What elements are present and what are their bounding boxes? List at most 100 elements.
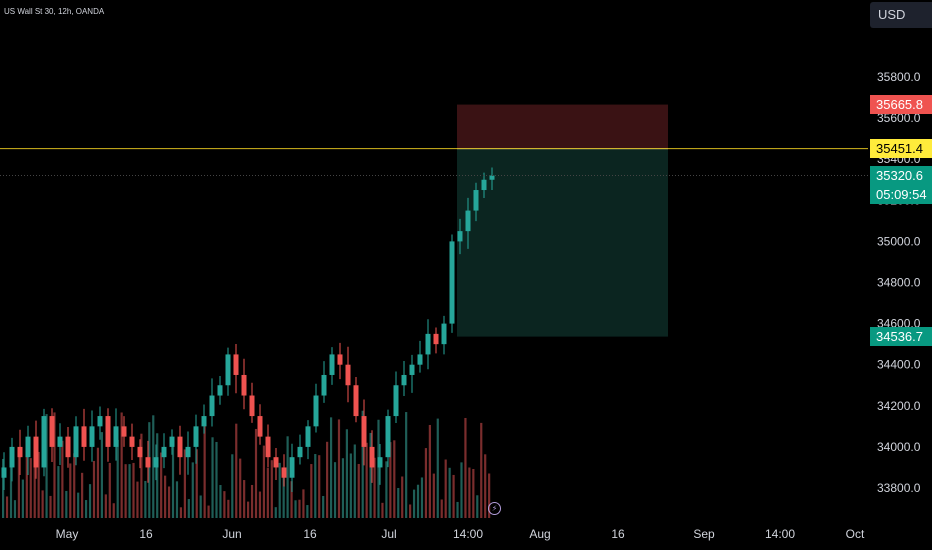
candle-body (401, 374, 407, 386)
volume-bar (357, 463, 360, 518)
price-tick-label: 35600.0 (877, 111, 921, 125)
volume-bar (92, 460, 96, 518)
volume-bar (235, 423, 238, 518)
volume-bar (468, 467, 471, 518)
candle-body (233, 354, 239, 375)
volume-bar (456, 501, 459, 518)
volume-bar (278, 462, 281, 518)
volume-bar (128, 464, 131, 518)
volume-bar (326, 441, 329, 518)
position-zones[interactable] (457, 104, 668, 337)
candle-body (169, 436, 175, 447)
volume-bar (420, 477, 424, 518)
candle-body (377, 457, 383, 468)
volume-bar (393, 440, 396, 518)
volume-bar (310, 464, 313, 518)
time-tick-label: Oct (846, 527, 865, 541)
candle-body (161, 446, 167, 458)
volume-bar (231, 454, 234, 518)
price-lines[interactable] (0, 148, 868, 177)
candle-body (297, 446, 303, 458)
volume-bar (199, 495, 202, 518)
volume-bar (274, 507, 277, 518)
volume-bar (136, 481, 139, 518)
volume-bar (96, 447, 100, 518)
candle-body (257, 416, 263, 437)
volume-bar (333, 462, 337, 518)
candle-body (329, 354, 335, 375)
volume-bar (322, 495, 325, 518)
candle-body (129, 436, 135, 447)
price-tick-label: 34000.0 (877, 440, 921, 454)
lightning-icon[interactable]: ⚡ (488, 502, 501, 515)
volume-bar (57, 466, 60, 518)
volume-bar (112, 503, 115, 518)
candles[interactable] (1, 167, 495, 493)
volume-bar (65, 490, 68, 518)
volume-bar (318, 455, 321, 518)
candle-body (417, 354, 423, 365)
volume-bar (17, 449, 21, 518)
candle-body (433, 333, 439, 345)
candle-body (121, 426, 127, 437)
candle-body (385, 416, 391, 458)
currency-button[interactable]: USD (870, 2, 932, 28)
volume-bar (33, 440, 36, 518)
volume-bar (460, 462, 463, 518)
volume-bar (401, 476, 404, 518)
volume-bar (21, 479, 24, 518)
candle-body (249, 395, 255, 417)
volume-bar (349, 453, 352, 518)
volume-bar (444, 459, 447, 518)
candle-body (57, 436, 63, 447)
volume-bar (472, 468, 475, 518)
candle-body (81, 426, 87, 447)
volume-bar (5, 496, 9, 518)
candle-body (153, 457, 159, 468)
volume-bar (69, 463, 72, 518)
volume-bar (448, 467, 451, 518)
time-tick-label: May (56, 527, 79, 541)
candle-body (321, 374, 327, 396)
candle-body (481, 179, 487, 191)
volume-bar (314, 454, 317, 518)
time-tick-label: Aug (529, 527, 550, 541)
volume-bar (211, 437, 214, 518)
time-tick-label: 14:00 (765, 527, 795, 541)
volume-bar (337, 419, 341, 518)
volume-bar (88, 484, 92, 518)
volume-bar (108, 462, 111, 518)
last-price-tag: 35320.6 (870, 165, 932, 185)
volume-bar (286, 436, 289, 518)
volume-bar (25, 442, 28, 518)
volume-bar (179, 507, 183, 518)
volume-bar (2, 458, 5, 518)
time-axis[interactable]: May 16 Jun 16 Jul 14:00 Aug 16 Sep 14:00 Oct (56, 527, 865, 541)
candle-body (465, 210, 471, 232)
volume-bar (302, 489, 305, 518)
volume-bar (195, 449, 198, 518)
price-tick-label: 35000.0 (877, 234, 921, 248)
candle-body (201, 416, 207, 427)
candle-body (225, 354, 231, 386)
volume-bar (13, 500, 17, 518)
volume-bar (41, 490, 44, 518)
candle-body (265, 436, 271, 458)
volume-bar (254, 428, 258, 518)
volume-bar (266, 467, 269, 518)
symbol-title: US Wall St 30, 12h, OANDA (4, 7, 105, 16)
time-tick-label: Sep (693, 527, 715, 541)
volume-bar (160, 452, 163, 518)
volume-bar (282, 474, 285, 518)
price-tick-label: 35800.0 (877, 70, 921, 84)
volume-bar (203, 418, 206, 518)
price-tick-label: 33800.0 (877, 481, 921, 495)
candle-body (393, 385, 399, 417)
volume-bar (171, 439, 175, 518)
volume-bar (373, 457, 376, 518)
price-axis[interactable]: 35800.035600.035000.034800.034600.034400… (877, 70, 921, 495)
volume-bar (432, 473, 435, 518)
candle-body (473, 190, 479, 211)
volume-bar (381, 502, 384, 518)
